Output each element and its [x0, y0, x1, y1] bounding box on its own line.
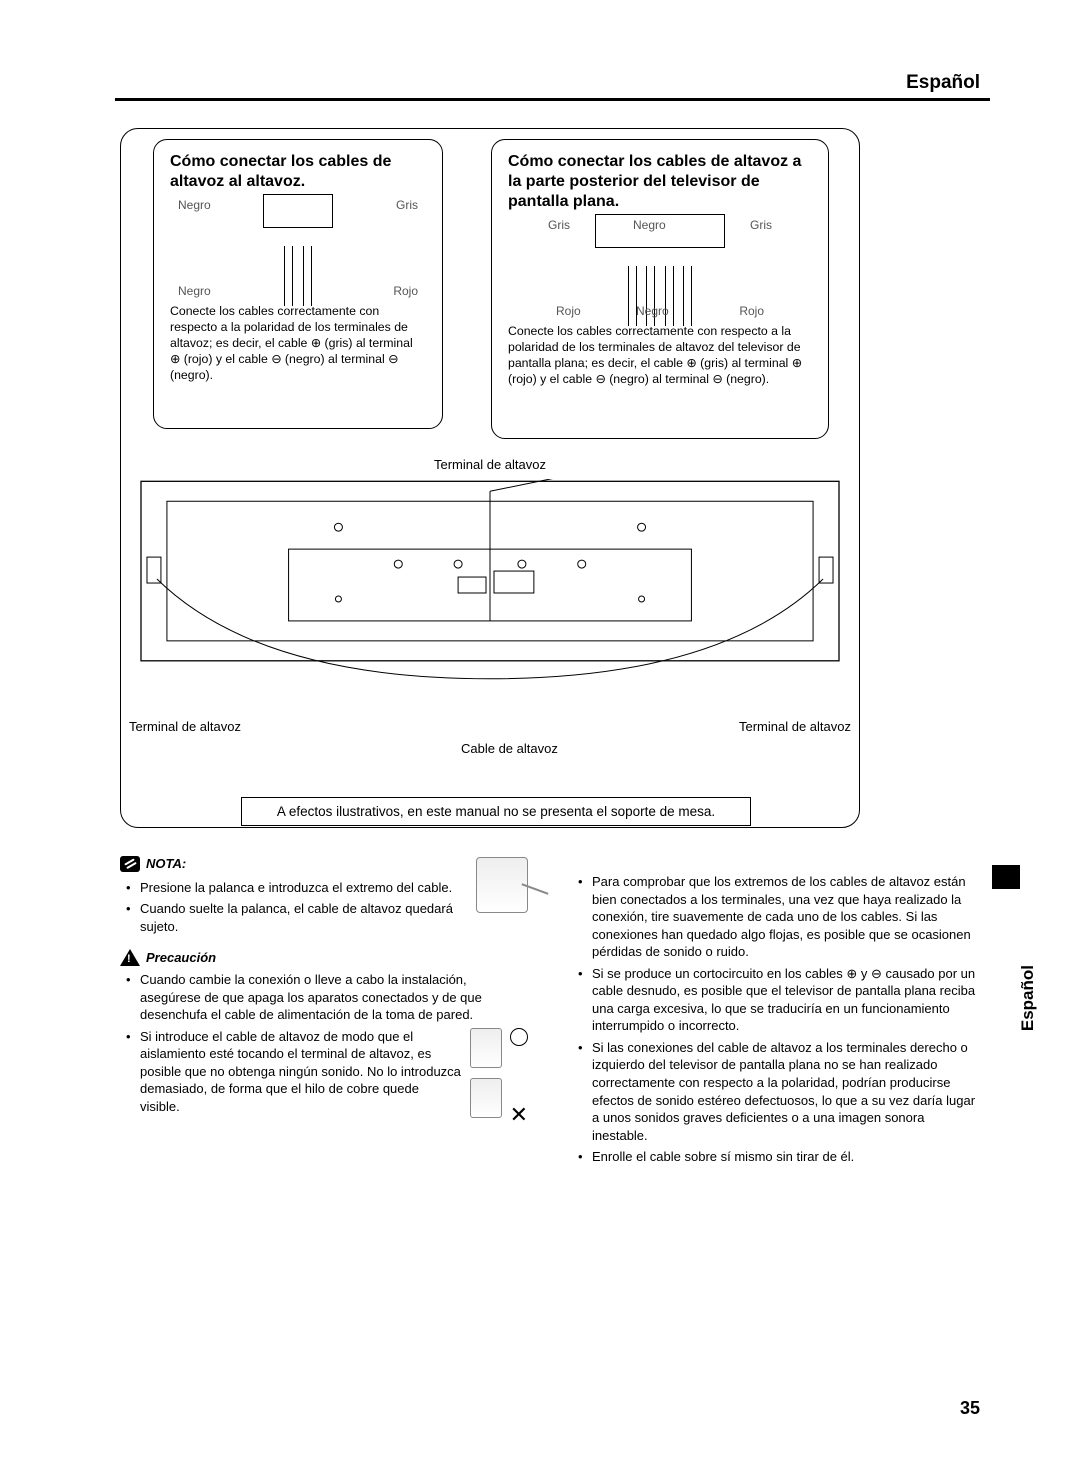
label-rojo-l: Rojo — [556, 304, 581, 318]
circle-ok-icon — [510, 1028, 528, 1046]
label-terminal-top: Terminal de altavoz — [121, 457, 859, 472]
tv-back-diagram — [139, 479, 841, 704]
precaucion-item: Enrolle el cable sobre sí mismo sin tira… — [584, 1148, 980, 1166]
wire-insert-illustration: ✕ — [470, 1028, 528, 1126]
callout-tv-connection: Cómo conectar los cables de altavoz a la… — [491, 139, 829, 439]
page-number: 35 — [960, 1398, 980, 1419]
precaucion-label: Precaución — [146, 949, 216, 967]
terminal-block-icon — [595, 214, 725, 248]
label-terminal-left: Terminal de altavoz — [129, 719, 241, 734]
warning-icon — [120, 949, 140, 966]
precaucion-list-right: Para comprobar que los extremos de los c… — [572, 873, 980, 1166]
callout-right-diagram: Gris Negro Gris Rojo Negro Rojo — [508, 218, 812, 318]
left-column: NOTA: Presione la palanca e introduzca e… — [120, 855, 528, 1170]
label-gris-l: Gris — [548, 218, 570, 232]
label-gris-r: Gris — [750, 218, 772, 232]
right-column: Para comprobar que los extremos de los c… — [572, 855, 980, 1170]
label-negro-b: Negro — [636, 304, 669, 318]
pencil-icon — [120, 856, 140, 872]
clip-wrong-icon — [470, 1078, 502, 1118]
side-tab-label: Español — [1018, 965, 1038, 1031]
label-rojo-r: Rojo — [739, 304, 764, 318]
precaucion-item: Si las conexiones del cable de altavoz a… — [584, 1039, 980, 1144]
callout-speaker-connection: Cómo conectar los cables de altavoz al a… — [153, 139, 443, 429]
x-wrong-icon: ✕ — [510, 1104, 528, 1126]
precaucion-heading: Precaución — [120, 949, 216, 967]
label-negro-top: Negro — [178, 198, 211, 212]
lower-text-section: NOTA: Presione la palanca e introduzca e… — [120, 855, 980, 1170]
side-language-tab: Español — [992, 865, 1020, 965]
wire-icon — [284, 246, 293, 306]
nota-item: Presione la palanca e introduzca el extr… — [132, 879, 528, 897]
main-figure: Cómo conectar los cables de altavoz al a… — [120, 128, 860, 828]
precaucion-item: Para comprobar que los extremos de los c… — [584, 873, 980, 961]
label-negro-bottom: Negro — [178, 284, 211, 298]
label-gris-top: Gris — [396, 198, 418, 212]
precaucion-item: Cuando cambie la conexión o lleve a cabo… — [132, 971, 528, 1024]
precaucion-item: ✕ Si introduce el cable de altavoz de mo… — [132, 1028, 528, 1116]
nota-heading: NOTA: — [120, 855, 186, 873]
precaucion-list-left: Cuando cambie la conexión o lleve a cabo… — [120, 971, 528, 1115]
callout-right-title: Cómo conectar los cables de altavoz a la… — [508, 152, 812, 212]
nota-label: NOTA: — [146, 855, 186, 873]
clip-correct-icon — [470, 1028, 502, 1068]
callout-left-body: Conecte los cables correctamente con res… — [170, 304, 426, 384]
nota-item: Cuando suelte la palanca, el cable de al… — [132, 900, 528, 935]
precaucion-item-text: Si introduce el cable de altavoz de modo… — [140, 1029, 461, 1114]
wire-icon — [683, 266, 692, 326]
label-rojo-bottom: Rojo — [393, 284, 418, 298]
label-cable: Cable de altavoz — [461, 741, 558, 756]
side-tab-marker — [992, 865, 1020, 889]
precaucion-item: Si se produce un cortocircuito en los ca… — [584, 965, 980, 1035]
callout-left-title: Cómo conectar los cables de altavoz al a… — [170, 152, 426, 192]
terminal-block-icon — [263, 194, 333, 228]
illustrative-note-box: A efectos ilustrativos, en este manual n… — [241, 797, 751, 826]
wire-icon — [303, 246, 312, 306]
callout-right-body: Conecte los cables correctamente con res… — [508, 324, 812, 388]
language-header: Español — [906, 72, 980, 94]
callout-left-diagram: Negro Gris Negro Rojo — [170, 198, 426, 298]
label-terminal-right: Terminal de altavoz — [739, 719, 851, 734]
nota-list: Presione la palanca e introduzca el extr… — [120, 879, 528, 936]
header-rule — [115, 98, 990, 101]
